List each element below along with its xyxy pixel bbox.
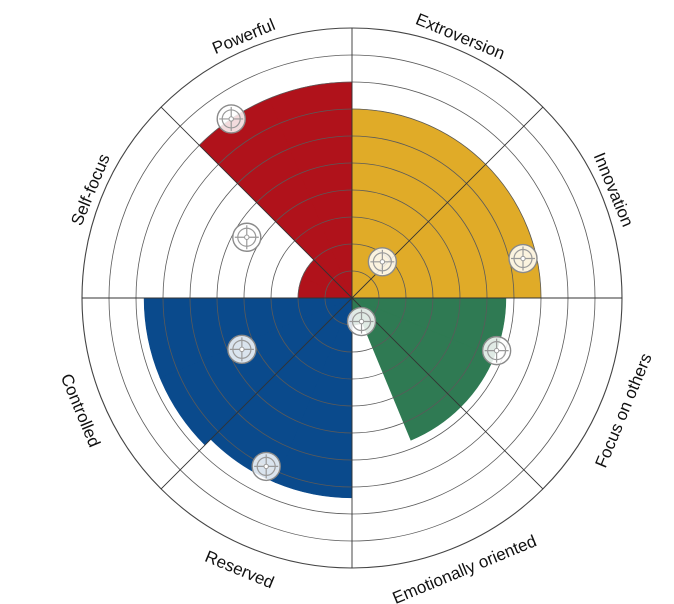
score-marker	[216, 104, 246, 134]
axis-label-controlled: Controlled	[57, 371, 104, 450]
score-marker	[367, 247, 398, 277]
score-marker	[481, 335, 512, 366]
score-marker	[508, 243, 538, 274]
axis-label-innovation: Innovation	[590, 150, 638, 230]
grid-spoke	[160, 106, 353, 299]
grid-spoke	[351, 297, 544, 490]
axis-label-emotionally-oriented: Emotionally oriented	[390, 531, 540, 604]
grid-spoke	[160, 297, 353, 490]
axis-label-powerful: Powerful	[210, 15, 278, 58]
ring-grid	[81, 27, 623, 569]
score-marker	[346, 306, 377, 337]
axis-label-focus-on-others: Focus on others	[592, 351, 656, 471]
score-marker	[251, 451, 281, 482]
score-marker	[232, 222, 262, 252]
score-marker	[227, 334, 257, 365]
axis-label-self-focus: Self-focus	[67, 151, 113, 228]
score-markers	[216, 104, 538, 482]
axis-label-extroversion: Extroversion	[413, 10, 508, 64]
quadrant-sectors	[143, 81, 542, 499]
